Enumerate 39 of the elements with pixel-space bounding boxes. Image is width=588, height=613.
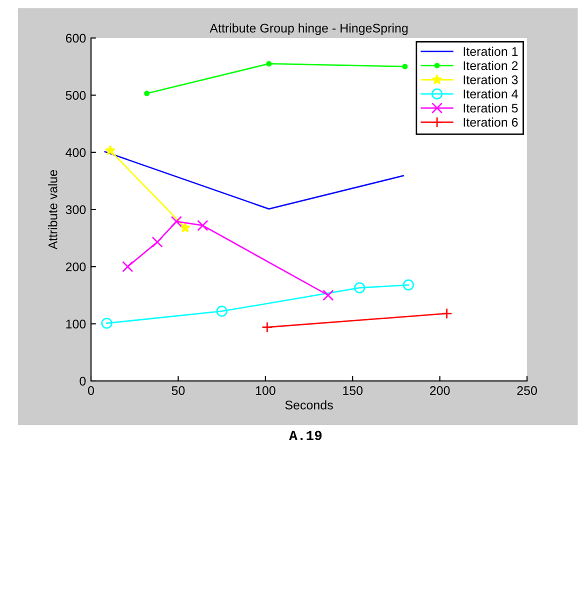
point: [402, 64, 408, 70]
y-tick-label: 600: [66, 34, 86, 43]
legend-label: Iteration 2: [464, 60, 518, 70]
point: [262, 322, 273, 333]
x-tick-label: 250: [517, 386, 537, 396]
point: [441, 308, 452, 320]
legend-label: Iteration 6: [464, 118, 518, 127]
x-axis-title: Seconds: [285, 400, 333, 410]
legend-label: Iteration 3: [464, 75, 518, 84]
point: [322, 290, 334, 301]
legend-label: Iteration 4: [464, 89, 518, 98]
text: A.19: [289, 430, 322, 440]
legend-label: Iteration 5: [464, 103, 518, 113]
point: [180, 222, 191, 232]
x-tick-label: 200: [430, 386, 450, 396]
point: [122, 261, 134, 272]
chart-title: Attribute Group hinge - HingeSpring: [210, 23, 408, 36]
point: [104, 145, 116, 156]
point: [197, 220, 208, 232]
y-tick-label: 300: [66, 205, 86, 214]
point: [144, 90, 150, 96]
y-tick-label: 0: [80, 376, 86, 386]
point: [216, 306, 228, 317]
x-tick-label: 100: [256, 386, 276, 396]
point: [354, 282, 366, 294]
point: [402, 279, 414, 291]
x-tick-label: 0: [88, 386, 94, 396]
point: [101, 318, 112, 329]
x-tick-label: 50: [172, 386, 185, 396]
point: [152, 236, 163, 248]
y-tick-label: 200: [66, 262, 86, 272]
y-tick-label: 100: [66, 320, 86, 328]
point: [266, 60, 272, 67]
y-tick-label: 500: [66, 90, 86, 100]
legend-label: Iteration 1: [464, 46, 518, 56]
x-tick-label: 150: [343, 386, 363, 396]
point: [170, 216, 182, 228]
y-axis-title: Attribute value: [48, 170, 58, 250]
y-tick-label: 400: [66, 148, 86, 157]
